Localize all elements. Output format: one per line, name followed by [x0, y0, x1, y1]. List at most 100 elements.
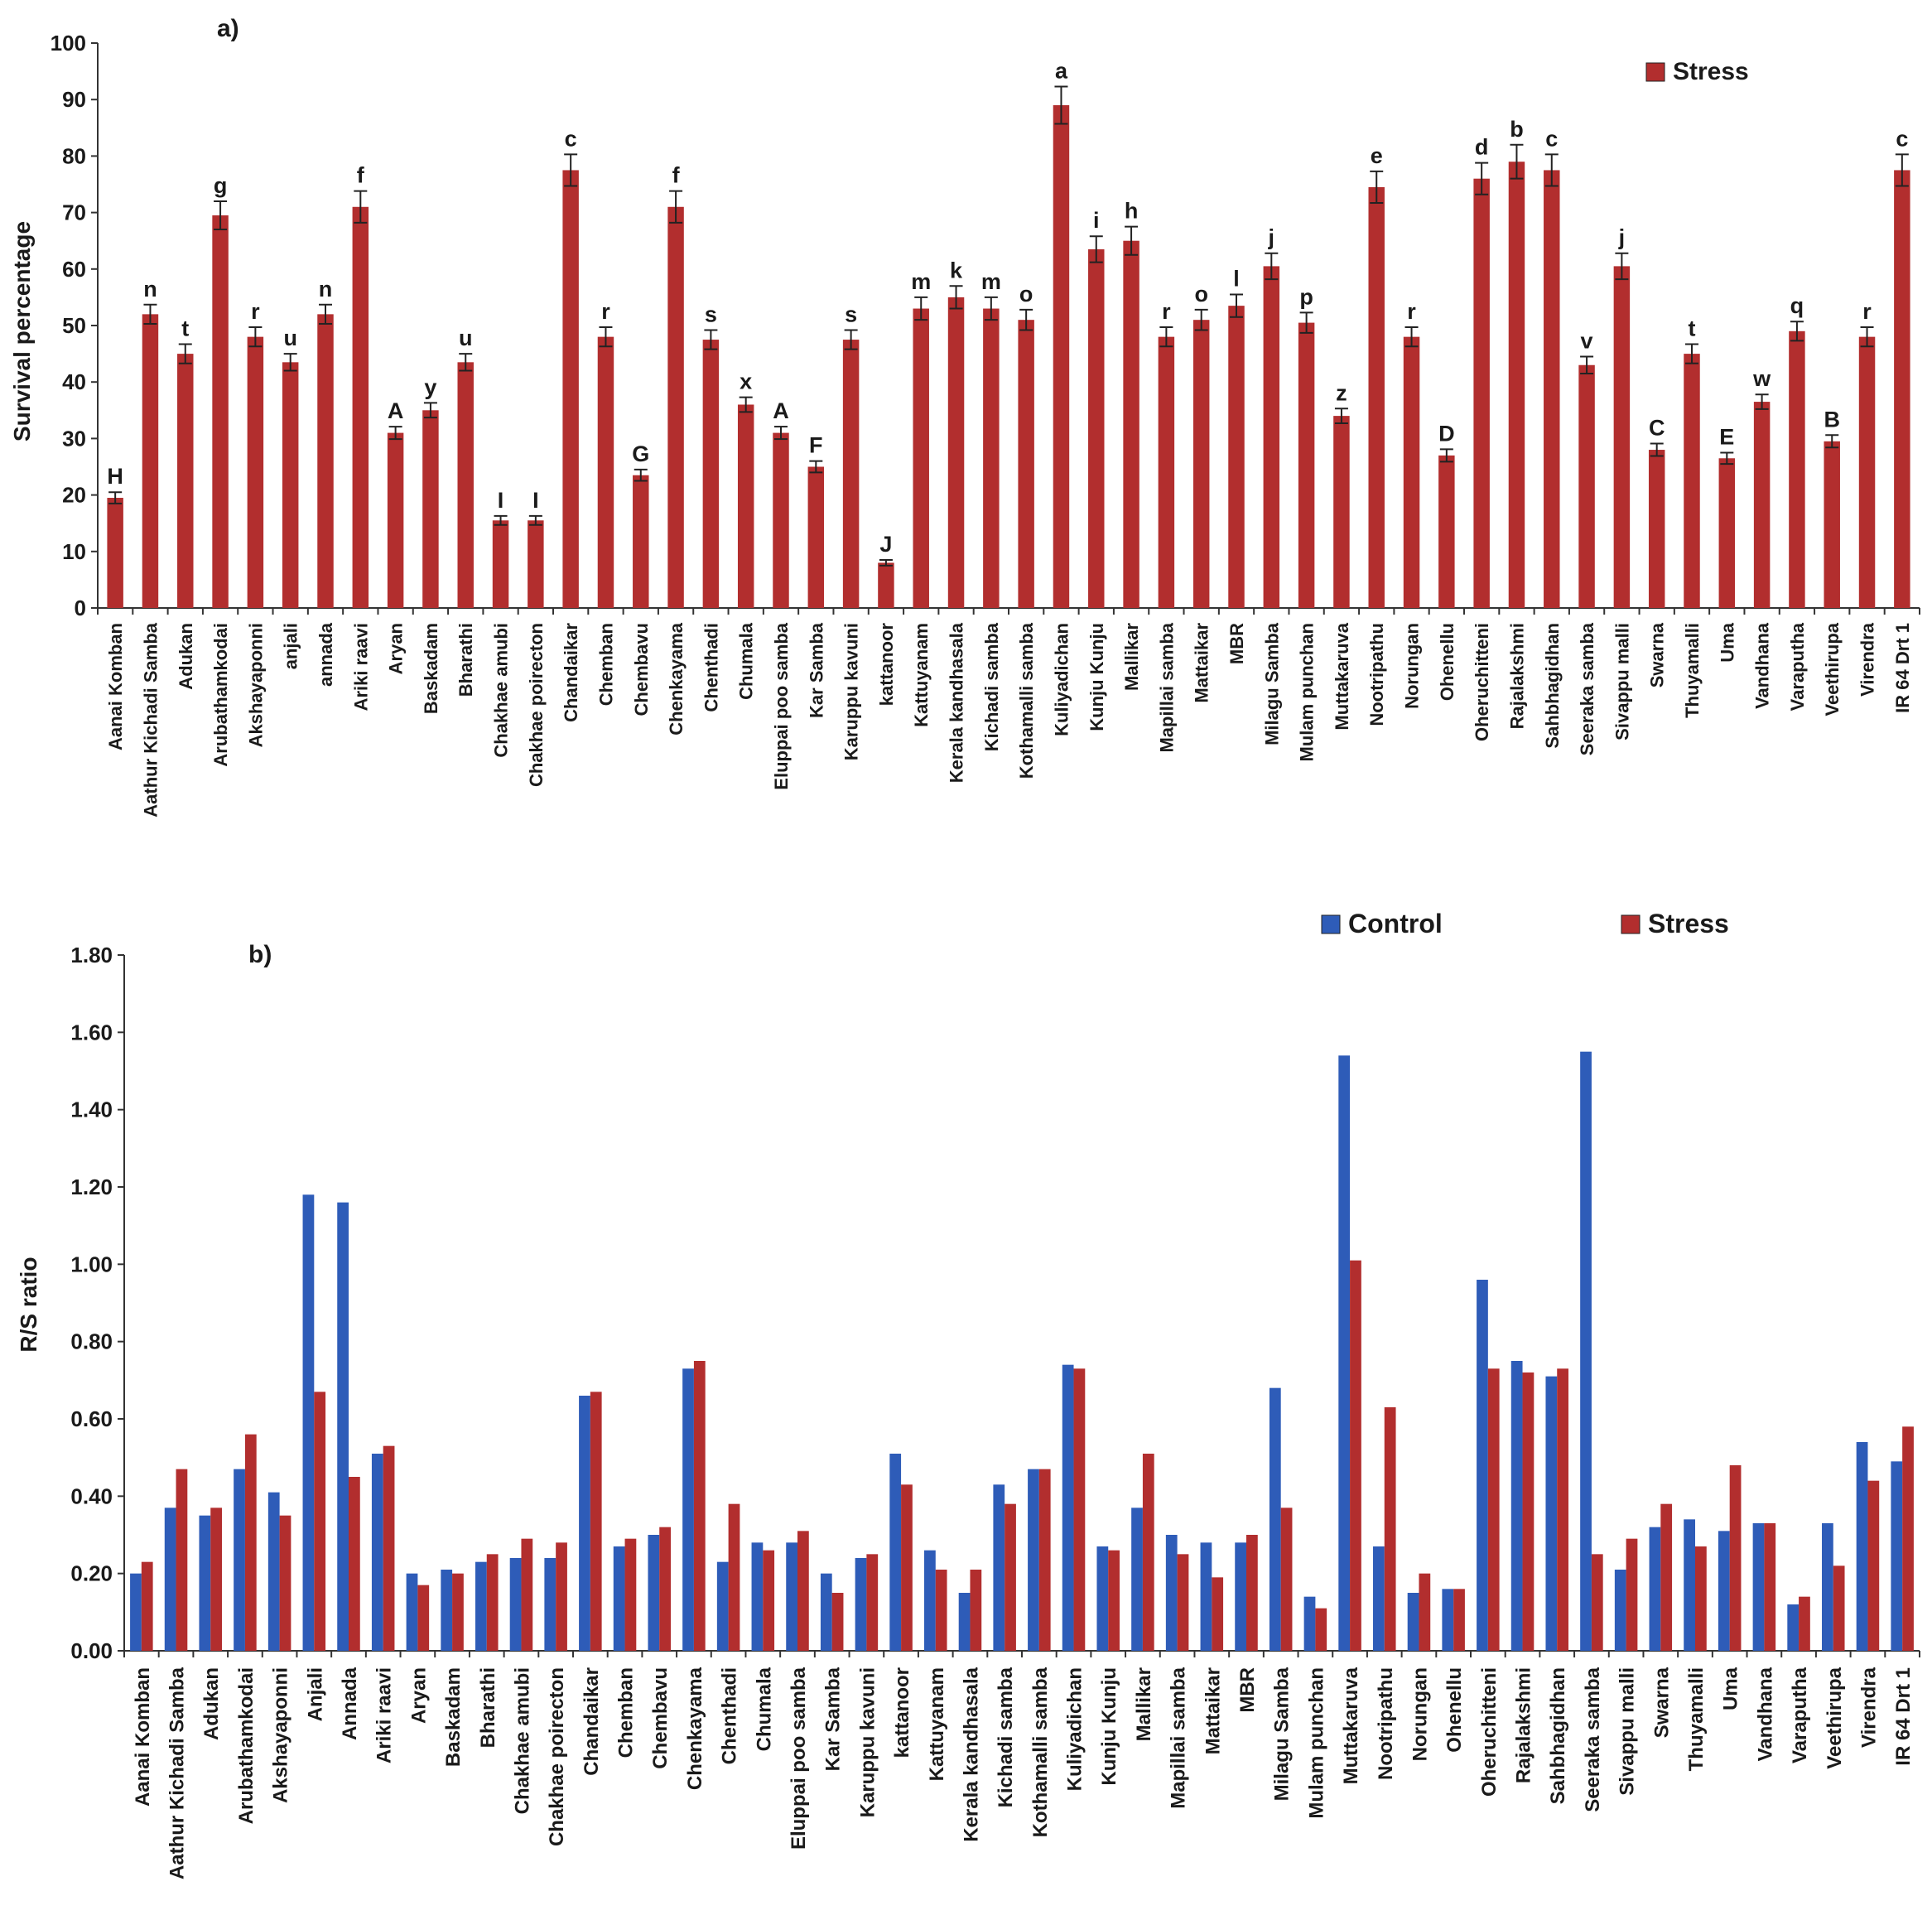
- significance-letter: G: [632, 441, 649, 466]
- x-tick-label: Rajalakshmi: [1513, 1667, 1535, 1783]
- x-tick-label: Veethirupa: [1822, 622, 1843, 716]
- bar-stress: [1522, 1372, 1535, 1651]
- significance-letter: m: [911, 269, 931, 294]
- y-tick-label: 1.20: [70, 1175, 113, 1199]
- bar-stress: [1902, 1426, 1914, 1651]
- bar-stress: [763, 1550, 775, 1651]
- x-tick-label: Mapillai samba: [1156, 622, 1177, 752]
- x-tick-label: Swarna: [1647, 622, 1668, 687]
- panel-label: b): [248, 941, 272, 968]
- y-tick-label: 1.60: [70, 1020, 113, 1044]
- x-tick-label: Chenkayama: [666, 622, 687, 736]
- x-tick-label: Kothamalli samba: [1029, 1667, 1052, 1837]
- x-tick-label: Rajalakshmi: [1506, 623, 1527, 729]
- x-tick-label: Kuliyadichan: [1051, 623, 1072, 736]
- bar-control: [1891, 1461, 1903, 1651]
- bar-control: [1303, 1596, 1316, 1651]
- bar-stress: [702, 340, 720, 608]
- y-tick-label: 30: [62, 426, 86, 451]
- x-tick-label: kattanoor: [891, 1667, 913, 1758]
- x-tick-label: Bharathi: [477, 1667, 499, 1748]
- panel-b-rs-ratio-chart: b) R/S ratio Control Stress 0.00 0.20 0.40…: [16, 909, 1920, 1879]
- legend-swatch-stress: [1621, 914, 1641, 934]
- x-tick-label: Kattuyanam: [926, 1667, 948, 1781]
- significance-letter: k: [950, 258, 963, 282]
- x-tick-label: Chemban: [615, 1667, 638, 1758]
- significance-letter: r: [1162, 299, 1171, 324]
- significance-letter: g: [214, 173, 228, 198]
- bars: [130, 1051, 1914, 1651]
- bar-stress: [1718, 458, 1736, 608]
- bar-stress: [1228, 306, 1245, 608]
- legend-swatch-stress: [1645, 62, 1665, 82]
- bar-control: [199, 1515, 211, 1651]
- bar-control: [337, 1202, 349, 1651]
- significance-letter: e: [1371, 143, 1383, 168]
- x-tick-label: Chakhae poirecton: [526, 623, 547, 787]
- x-tick-label: Virendra: [1857, 1667, 1880, 1748]
- x-tick-label: Varaputha: [1787, 622, 1808, 711]
- significance-letter: t: [181, 316, 189, 341]
- bar-stress: [244, 1434, 257, 1651]
- bar-control: [613, 1546, 625, 1651]
- significance-letter: w: [1752, 366, 1771, 391]
- significance-letter: h: [1125, 199, 1139, 224]
- x-tick-label: Bharathi: [455, 623, 476, 697]
- y-tick-label: 0.00: [70, 1638, 113, 1663]
- x-tick-label: Mulam punchan: [1297, 623, 1318, 761]
- legend-label-stress: Stress: [1648, 909, 1729, 938]
- bar-stress: [422, 410, 439, 608]
- bar-stress: [1177, 1554, 1189, 1651]
- bar-stress: [1088, 248, 1105, 608]
- bar-stress: [1368, 186, 1385, 608]
- x-tick-label: MBR: [1226, 623, 1247, 664]
- significance-letter: I: [498, 488, 504, 513]
- bar-stress: [659, 1527, 671, 1651]
- x-tick-label: Oheruchitteni: [1472, 623, 1492, 741]
- bar-stress: [562, 170, 579, 608]
- legend-swatch-control: [1321, 914, 1341, 934]
- bar-control: [234, 1469, 245, 1651]
- significance-letter: H: [107, 464, 123, 489]
- significance-letter: x: [740, 369, 752, 394]
- bar-stress: [807, 466, 825, 608]
- bar-stress: [1212, 1577, 1224, 1651]
- bar-stress: [1824, 441, 1840, 608]
- x-tick-label: Sahbhagidhan: [1547, 1667, 1569, 1804]
- x-tick-label: Chenkayama: [684, 1667, 706, 1790]
- x-tick-label: Eluppai poo samba: [788, 1667, 810, 1850]
- bar-stress: [970, 1570, 982, 1651]
- y-tick-label: 60: [62, 257, 86, 282]
- bar-control: [1477, 1280, 1488, 1651]
- bar-stress: [387, 432, 404, 608]
- x-tick-label: Ohenellu: [1443, 1667, 1466, 1753]
- bar-control: [786, 1542, 797, 1651]
- bar-control: [1649, 1527, 1661, 1651]
- x-tick-label: Mattaikar: [1192, 623, 1212, 703]
- bar-stress: [1123, 240, 1139, 608]
- bar-stress: [1298, 322, 1315, 608]
- x-tick-label: Aathur Kichadi Samba: [140, 622, 161, 817]
- bar-stress: [1073, 1368, 1086, 1651]
- error-bars: [108, 85, 1909, 567]
- x-tick-label: Varaputha: [1789, 1667, 1811, 1763]
- x-tick-label: anjali: [281, 623, 301, 669]
- x-tick-label: Mattaikar: [1202, 1667, 1224, 1754]
- bar-stress: [1158, 336, 1175, 608]
- bar-stress: [492, 520, 509, 608]
- x-tick-label: Mallikar: [1121, 623, 1142, 691]
- bar-control: [1338, 1055, 1351, 1651]
- significance-letter: l: [1233, 266, 1240, 291]
- significance-letter: y: [424, 374, 436, 399]
- x-tick-label: IR 64 Drt 1: [1892, 623, 1913, 713]
- x-tick-label: Chembavu: [631, 623, 652, 716]
- bar-stress: [177, 354, 194, 608]
- significance-letter: F: [809, 433, 823, 458]
- bar-control: [1407, 1593, 1419, 1651]
- x-tick-label: Karuppu kavuni: [841, 623, 862, 760]
- bar-stress: [1613, 266, 1631, 608]
- bar-control: [993, 1484, 1005, 1651]
- x-tick-label: Milagu Samba: [1271, 1667, 1294, 1801]
- x-tick-label: Virendra: [1857, 622, 1878, 697]
- bar-stress: [1018, 320, 1034, 608]
